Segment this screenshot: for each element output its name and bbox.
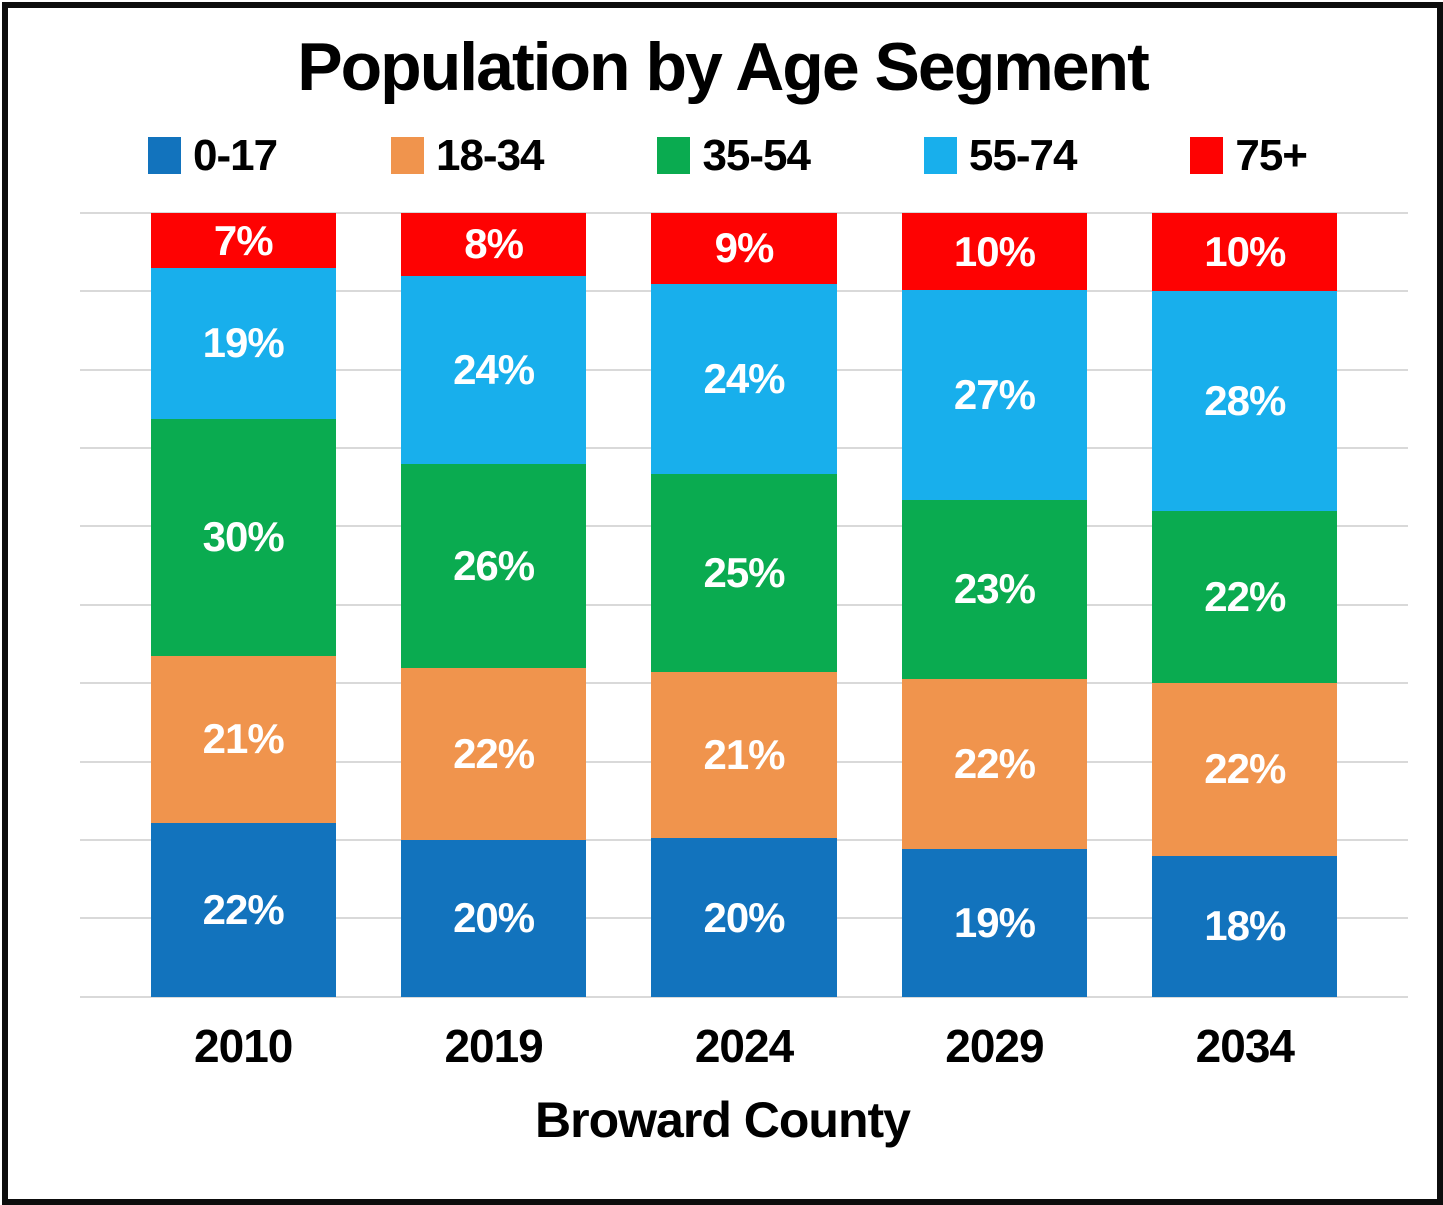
data-label: 22% — [1204, 572, 1286, 620]
data-label: 23% — [953, 565, 1036, 613]
bar-segment-2029-35-54: 23% — [901, 500, 1088, 679]
data-label: 22% — [1204, 745, 1286, 793]
bar-slot-2024: 20% 21% 25% 24% 9% — [619, 212, 869, 997]
data-label: 19% — [202, 319, 285, 367]
bar-slot-2029: 19% 22% 23% 27% 10% — [869, 212, 1119, 997]
bar-segment-2024-35-54: 25% — [651, 474, 837, 673]
bar-segment-2029-18-34: 22% — [901, 678, 1088, 850]
legend-swatch-icon — [148, 137, 181, 175]
data-label: 24% — [703, 355, 785, 403]
bar-slot-2010: 22% 21% 30% 19% 7% — [118, 212, 368, 997]
x-axis-label-2034: 2034 — [1195, 1019, 1295, 1072]
bar-segment-2029-55-74: 27% — [901, 290, 1088, 501]
legend-item-75plus: 75+ — [1190, 130, 1308, 181]
bar-segment-2024-0-17: 20% — [651, 838, 837, 997]
bar-segment-2010-55-74: 19% — [150, 268, 336, 419]
legend-label: 75+ — [1235, 130, 1308, 180]
data-label: 22% — [453, 729, 535, 777]
bar-segment-2010-0-17: 22% — [150, 822, 336, 997]
legend-item-35-54: 35-54 — [657, 130, 811, 181]
legend-swatch-icon — [1190, 137, 1224, 175]
bar-segment-2034-0-17: 18% — [1152, 855, 1338, 997]
legend-label: 35-54 — [702, 130, 811, 180]
data-label: 20% — [453, 894, 535, 942]
bar-segment-2019-0-17: 20% — [400, 840, 587, 997]
x-axis-title: Broward County — [535, 1091, 911, 1148]
x-axis-label-2010: 2010 — [194, 1019, 293, 1072]
data-label: 20% — [703, 893, 785, 941]
bar-segment-2024-75plus: 9% — [651, 212, 837, 285]
x-axis-label-2024: 2024 — [694, 1019, 794, 1072]
legend-label: 0-17 — [193, 130, 278, 180]
data-label: 19% — [953, 899, 1036, 947]
x-axis-label-2019: 2019 — [444, 1019, 543, 1072]
data-label: 9% — [714, 224, 775, 272]
data-label: 7% — [213, 216, 274, 264]
data-label: 30% — [202, 513, 285, 561]
legend-label: 18-34 — [435, 130, 545, 180]
stacked-bar-2024: 20% 21% 25% 24% 9% — [651, 212, 837, 997]
bar-segment-2029-0-17: 19% — [901, 849, 1088, 997]
legend-swatch-icon — [923, 137, 957, 175]
legend-swatch-icon — [657, 137, 691, 175]
bar-segment-2034-55-74: 28% — [1152, 291, 1338, 511]
data-label: 25% — [703, 549, 785, 597]
data-label: 10% — [1204, 227, 1286, 275]
bar-segment-2034-35-54: 22% — [1152, 510, 1338, 684]
bar-segment-2024-18-34: 21% — [651, 672, 837, 839]
legend-swatch-icon — [390, 137, 424, 175]
bar-segment-2024-55-74: 24% — [651, 284, 837, 475]
data-label: 26% — [453, 541, 535, 589]
bar-segment-2010-18-34: 21% — [150, 656, 336, 823]
stacked-bar-2029: 19% 22% 23% 27% 10% — [901, 212, 1088, 997]
data-label: 21% — [703, 731, 785, 779]
legend-item-18-34: 18-34 — [390, 130, 545, 181]
bar-segment-2019-35-54: 26% — [400, 463, 587, 668]
legend: 0-17 18-34 35-54 55-74 75+ — [8, 131, 1437, 181]
bar-segment-2034-75plus: 10% — [1152, 212, 1338, 292]
bars-container: 22% 21% 30% 19% 7% 20% 22% 26% 24% 8% 20% 21% 25% 24%… — [118, 212, 1370, 997]
legend-item-0-17: 0-17 — [148, 130, 278, 181]
legend-item-55-74: 55-74 — [923, 130, 1078, 181]
bar-segment-2010-75plus: 7% — [150, 212, 336, 269]
data-label: 21% — [202, 715, 285, 763]
legend-label: 55-74 — [968, 130, 1078, 180]
bar-segment-2019-55-74: 24% — [400, 275, 587, 464]
data-label: 18% — [1204, 902, 1286, 950]
bar-segment-2010-35-54: 30% — [150, 418, 336, 657]
bar-segment-2029-75plus: 10% — [901, 212, 1088, 291]
data-label: 28% — [1204, 376, 1286, 424]
data-label: 24% — [453, 345, 535, 393]
stacked-bar-2010: 22% 21% 30% 19% 7% — [150, 212, 336, 997]
data-label: 27% — [953, 371, 1036, 419]
bar-segment-2034-18-34: 22% — [1152, 683, 1338, 856]
data-label: 10% — [953, 227, 1036, 275]
stacked-bar-2034: 18% 22% 22% 28% 10% — [1152, 212, 1338, 997]
bar-segment-2019-18-34: 22% — [400, 667, 587, 840]
bar-slot-2034: 18% 22% 22% 28% 10% — [1120, 212, 1370, 997]
data-label: 22% — [202, 885, 285, 933]
chart-title: Population by Age Segment — [297, 29, 1149, 105]
plot-area: 22% 21% 30% 19% 7% 20% 22% 26% 24% 8% 20% 21% 25% 24%… — [80, 211, 1408, 998]
data-label: 22% — [953, 739, 1036, 787]
gridline — [80, 995, 1408, 998]
data-label: 8% — [464, 220, 524, 268]
bar-slot-2019: 20% 22% 26% 24% 8% — [368, 212, 618, 997]
x-axis-label-2029: 2029 — [945, 1019, 1044, 1072]
x-axis-labels: 2010 2019 2024 2029 2034 — [80, 1019, 1408, 1073]
bar-segment-2019-75plus: 8% — [400, 212, 587, 276]
stacked-bar-2019: 20% 22% 26% 24% 8% — [400, 212, 587, 997]
